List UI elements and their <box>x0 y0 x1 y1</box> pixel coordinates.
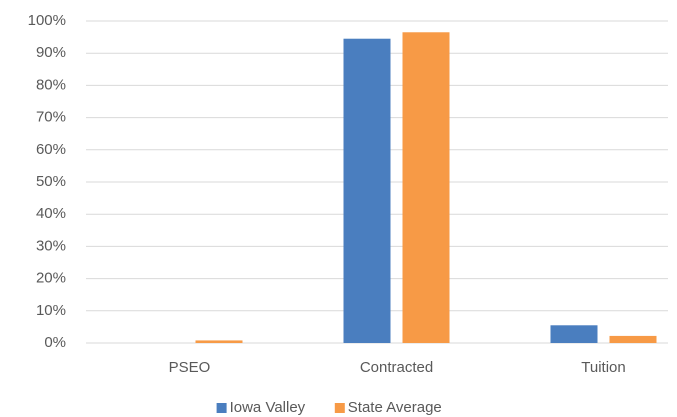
y-tick-label: 70% <box>36 109 66 126</box>
y-tick-label: 60% <box>36 141 66 158</box>
y-tick-label: 20% <box>36 270 66 287</box>
x-tick-label: Contracted <box>360 359 433 376</box>
y-tick-label: 90% <box>36 44 66 61</box>
legend-swatch <box>216 403 227 413</box>
y-tick-label: 80% <box>36 76 66 93</box>
y-tick-label: 10% <box>36 302 66 319</box>
bar <box>402 32 450 344</box>
legend-swatch <box>334 403 345 413</box>
y-tick-label: 0% <box>44 334 66 351</box>
y-tick-label: 30% <box>36 237 66 254</box>
bar <box>609 335 657 343</box>
bar <box>195 340 243 343</box>
bar <box>550 325 598 343</box>
y-tick-label: 100% <box>28 12 66 29</box>
legend-label: Iowa Valley <box>230 399 306 416</box>
x-tick-label: Tuition <box>581 359 625 376</box>
y-tick-label: 50% <box>36 173 66 190</box>
x-tick-label: PSEO <box>169 359 211 376</box>
legend-label: State Average <box>348 399 442 416</box>
bar <box>343 38 391 344</box>
y-tick-label: 40% <box>36 205 66 222</box>
